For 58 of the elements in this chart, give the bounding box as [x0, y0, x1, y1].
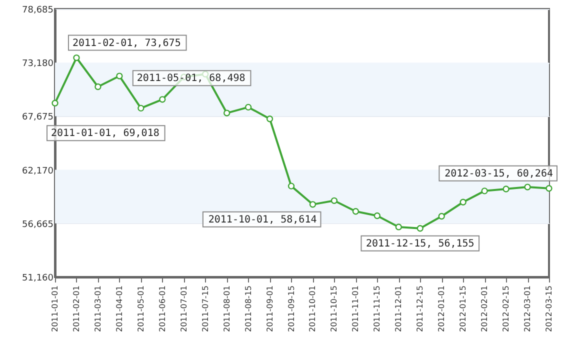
x-tick-label: 2011-12-01: [394, 286, 404, 332]
x-tick-label: 2012-02-15: [502, 286, 511, 332]
x-tick-label: 2011-01-01: [50, 286, 60, 332]
point: [138, 104, 144, 112]
x-tick-label: 2011-10-01: [308, 286, 318, 332]
point: [288, 182, 295, 190]
x-tick-label: 2012-03-15: [544, 286, 554, 332]
point: [352, 208, 360, 215]
x-tick-label: 2011-11-15: [372, 286, 382, 332]
point: [460, 198, 466, 206]
x-tick-label: 2011-05-01: [136, 286, 146, 332]
x-tick-label: 2011-03-01: [93, 286, 102, 332]
x-tick-label: 2012-03-01: [523, 286, 532, 332]
point: [330, 197, 338, 204]
point: [266, 116, 274, 122]
annotation: 2011-12-15, 56,155: [366, 238, 474, 250]
x-tick-label: 2011-10-15: [330, 286, 339, 332]
point: [481, 188, 488, 194]
point: [438, 212, 445, 220]
x-tick-label: 2011-06-01: [158, 286, 167, 332]
point: [374, 212, 381, 220]
y-tick-label: 67,675: [22, 112, 54, 123]
annotation: 2011-05-01, 68,498: [136, 73, 246, 84]
point: [116, 72, 123, 80]
y-tick-label: 56,665: [22, 220, 54, 230]
point: [502, 186, 510, 192]
y-tick-label: 51,160: [22, 274, 54, 284]
point: [73, 54, 80, 62]
x-tick-label: 2011-09-01: [265, 286, 274, 332]
point: [309, 201, 316, 208]
x-tick-label: 2011-12-15: [416, 286, 425, 332]
x-tick-label: 2011-02-01: [72, 286, 81, 332]
annotation: 2011-01-01, 69,018: [51, 128, 160, 140]
point: [159, 96, 166, 103]
annotation: 2012-03-15, 60,264: [444, 168, 553, 180]
y-tick-label: 73,180: [22, 59, 54, 70]
point: [52, 100, 58, 106]
x-tick-label: 2012-02-01: [480, 286, 490, 332]
y-tick-label: 78,685: [22, 6, 54, 16]
point: [395, 224, 402, 230]
point: [223, 110, 230, 116]
point: [416, 225, 424, 232]
point: [244, 104, 252, 111]
x-tick-label: 2012-01-15: [458, 286, 468, 332]
x-tick-label: 2012-01-01: [437, 286, 446, 332]
x-tick-label: 2011-08-01: [222, 286, 232, 332]
x-tick-label: 2011-11-01: [351, 286, 360, 332]
point: [524, 184, 531, 190]
y-tick-label: 62,170: [22, 166, 54, 176]
x-tick-label: 2011-04-01: [114, 286, 124, 332]
point: [94, 83, 102, 90]
annotation: 2011-10-01, 58,614: [208, 214, 317, 226]
x-tick-label: 2011-07-01: [179, 286, 188, 332]
annotation: 2011-02-01, 73,675: [72, 38, 181, 49]
x-tick-label: 2011-07-15: [200, 286, 210, 332]
x-tick-label: 2011-08-15: [244, 286, 253, 332]
point: [546, 185, 552, 192]
x-tick-label: 2011-09-15: [286, 286, 296, 332]
